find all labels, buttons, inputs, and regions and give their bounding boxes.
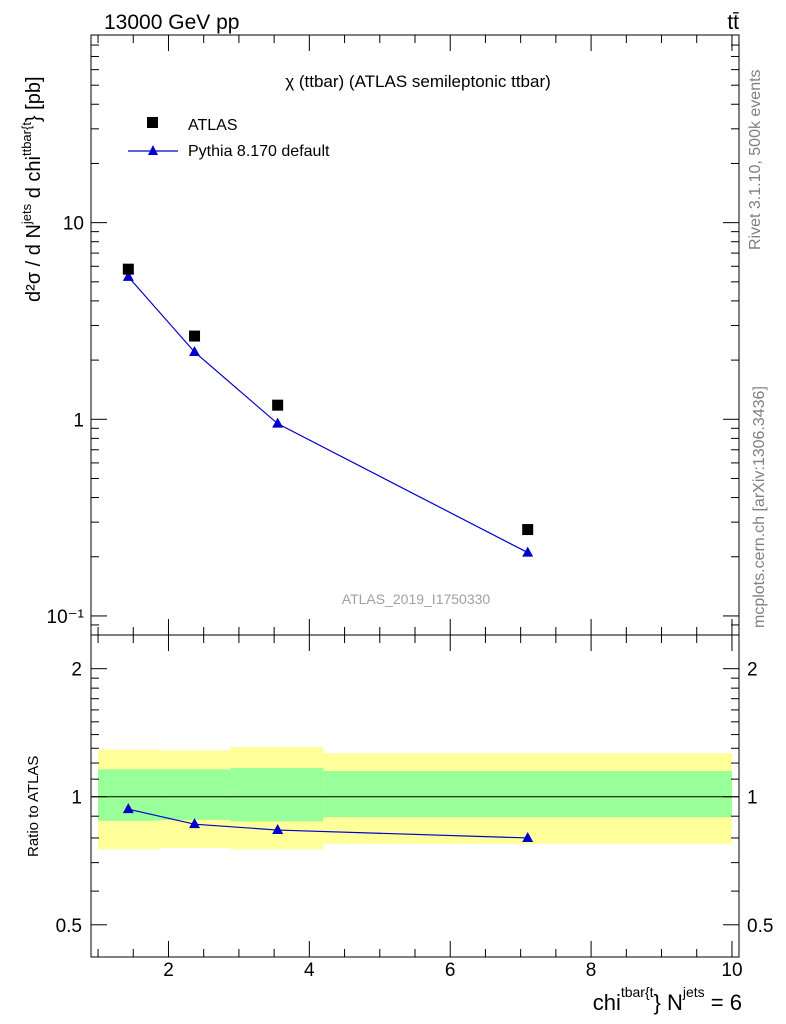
ratio-pythia-line — [128, 808, 528, 839]
ratio-y-tick-label: 2 — [71, 660, 82, 681]
mcplots-credit-label: mcplots.cern.ch [arXiv:1306.3436] — [751, 386, 768, 628]
pythia-line — [127, 276, 528, 554]
xlabel-suffix: = 6 — [705, 990, 742, 1015]
x-tick-label: 8 — [586, 960, 597, 981]
x-axis-label: chitbar{t} Njets = 6 — [593, 984, 742, 1015]
ratio-band-green — [160, 769, 231, 820]
main-y-axis-label: d²σ / d Njets d chittbar{t} [pb] — [19, 76, 45, 302]
ratio-y-tick-label-right: 0.5 — [747, 916, 773, 937]
analysis-watermark: ATLAS_2019_I1750330 — [342, 591, 491, 607]
ratio-y-tick-label-right: 1 — [747, 788, 758, 809]
ratio-pythia-point — [272, 824, 284, 835]
ratio-pythia-point — [189, 818, 201, 829]
ratio-y-tick-label: 0.5 — [56, 916, 82, 937]
ylabel-mid: d chi — [23, 156, 45, 204]
pythia-point — [189, 345, 201, 356]
main-panel: 10 1 10⁻¹ χ (ttbar) (ATLAS semileptonic tt… — [19, 34, 740, 636]
main-y-tick-label: 10⁻¹ — [47, 607, 85, 628]
xlabel-base: chi — [593, 990, 621, 1015]
main-y-tick-label: 10 — [63, 214, 84, 235]
ratio-pythia-point — [522, 831, 534, 842]
pythia-point — [522, 546, 534, 557]
ratio-y-tick-label: 1 — [71, 788, 82, 809]
xlabel-sup1: tbar{t — [621, 984, 654, 1000]
legend-label-pythia: Pythia 8.170 default — [188, 143, 330, 160]
ratio-panel: 2 4 6 8 10 2 2 1 1 0.5 0.5 Ratio to ATLAS chitbar{… — [25, 634, 773, 1015]
rivet-version-label: Rivet 3.1.10, 500k events — [747, 69, 764, 250]
ylabel-suffix: } [pb] — [23, 76, 45, 122]
legend-marker-pythia — [148, 145, 158, 155]
xlabel-sup2: jets — [682, 984, 705, 1000]
atlas-point — [122, 263, 134, 275]
ylabel-sup1: jets — [19, 203, 34, 225]
main-y-tick-label: 1 — [73, 410, 84, 431]
pythia-point — [272, 417, 284, 428]
energy-label: 13000 GeV pp — [104, 11, 239, 34]
pythia-point — [122, 270, 134, 281]
atlas-point — [522, 524, 534, 536]
ratio-y-axis-label: Ratio to ATLAS — [25, 756, 42, 857]
atlas-point — [189, 330, 201, 342]
atlas-point — [272, 399, 284, 411]
process-label: tt̄ — [727, 11, 739, 34]
chart-title: χ (ttbar) (ATLAS semileptonic ttbar) — [285, 72, 551, 91]
legend: ATLAS Pythia 8.170 default — [128, 117, 330, 160]
ratio-y-tick-label-right: 2 — [747, 660, 758, 681]
ratio-band-green — [323, 770, 732, 818]
ylabel-prefix: d²σ / d N — [23, 224, 45, 302]
x-tick-label: 4 — [304, 960, 315, 981]
legend-marker-atlas — [147, 117, 158, 128]
x-tick-label: 6 — [445, 960, 456, 981]
ratio-band-green — [230, 768, 324, 822]
ylabel-sup2: ttbar{t — [19, 122, 34, 156]
ratio-pythia-point — [122, 803, 134, 814]
x-tick-label: 2 — [163, 960, 174, 981]
legend-label-atlas: ATLAS — [188, 117, 238, 134]
ratio-frame — [90, 634, 740, 958]
x-tick-label: 10 — [721, 960, 742, 981]
xlabel-mid: } N — [654, 990, 683, 1015]
